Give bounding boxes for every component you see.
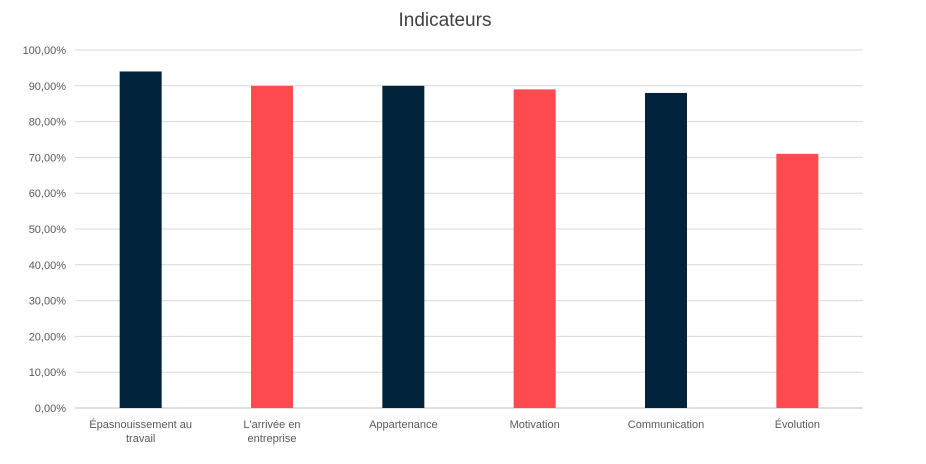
y-tick-label: 100,00%	[23, 45, 67, 57]
x-category-label-line: Motivation	[510, 419, 560, 431]
y-tick-label: 20,00%	[29, 331, 67, 343]
y-tick-label: 10,00%	[29, 367, 67, 379]
x-category-label-line: L'arrivée en	[243, 419, 300, 431]
bar	[119, 71, 162, 408]
bar	[251, 85, 293, 409]
x-category-label: Motivation	[510, 419, 560, 431]
bar	[513, 89, 556, 408]
x-category-label-line: Épasnouissement au	[89, 418, 192, 431]
y-tick-label: 0,00%	[35, 403, 66, 415]
x-axis-category-labels: Épasnouissement au travail L'arrivée en ent…	[89, 418, 820, 445]
y-tick-label: 80,00%	[29, 117, 67, 129]
y-axis-tick-labels: 0,00% 10,00% 20,00% 30,00% 40,00% 50,00% 60,00…	[23, 45, 67, 415]
y-tick-label: 60,00%	[29, 188, 67, 200]
x-category-label: Évolution	[775, 418, 820, 431]
bars	[119, 71, 819, 409]
x-category-label-line: entreprise	[248, 433, 297, 445]
y-tick-label: 50,00%	[29, 224, 67, 236]
bar	[776, 153, 819, 408]
x-category-label: L'arrivée en entreprise	[243, 419, 300, 445]
x-category-label: Appartenance	[369, 419, 438, 431]
bar	[382, 85, 425, 409]
x-category-label: Épasnouissement au travail	[89, 418, 192, 445]
gridlines	[75, 49, 863, 409]
x-category-label-line: Évolution	[775, 418, 820, 431]
bar	[645, 92, 687, 409]
y-tick-label: 90,00%	[29, 81, 67, 93]
x-category-label-line: Communication	[628, 419, 704, 431]
chart-title: Indicateurs	[398, 10, 492, 31]
y-tick-label: 40,00%	[29, 260, 67, 272]
x-category-label: Communication	[628, 419, 704, 431]
x-category-label-line: Appartenance	[369, 419, 438, 431]
y-tick-label: 70,00%	[29, 152, 67, 164]
x-category-label-line: travail	[126, 433, 155, 445]
y-tick-label: 30,00%	[29, 296, 67, 308]
